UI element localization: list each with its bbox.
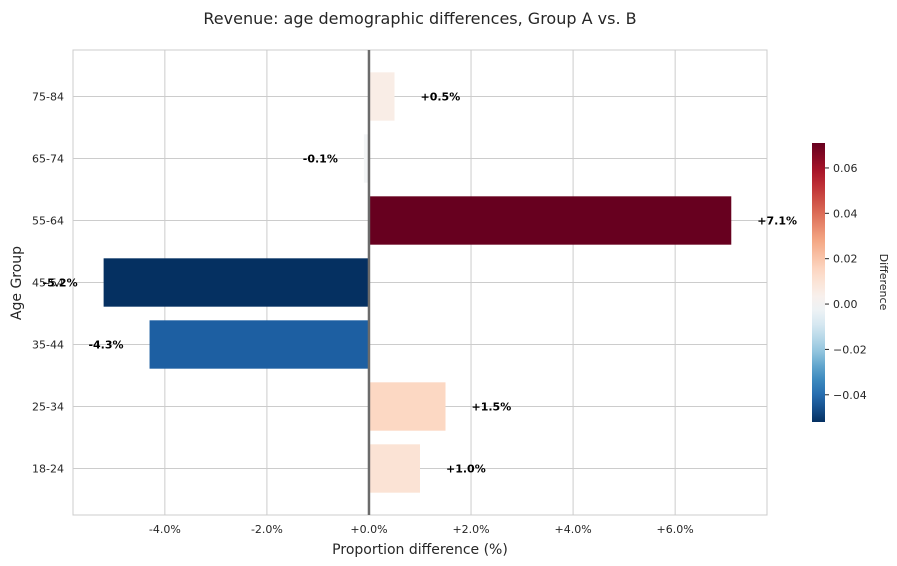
x-tick-label: -4.0% xyxy=(149,523,181,536)
bar-25-34 xyxy=(368,382,446,431)
bar-75-84 xyxy=(368,72,395,121)
bar-45-54 xyxy=(103,258,369,307)
plot-area: -4.0% -2.0% +0.0% +2.0% +4.0% +6.0% 18-24 25-34… xyxy=(32,49,797,536)
colorbar-tick-label: 0.02 xyxy=(833,253,858,266)
data-label: -4.3% xyxy=(88,339,123,352)
data-label: +1.5% xyxy=(472,401,512,414)
x-tick-label: +4.0% xyxy=(555,523,592,536)
data-label: -0.1% xyxy=(303,153,338,166)
y-tick-label: 25-34 xyxy=(32,401,64,414)
bar-18-24 xyxy=(368,444,420,493)
data-label: +7.1% xyxy=(757,215,797,228)
y-tick-label: 65-74 xyxy=(32,153,64,166)
x-tick-label: +0.0% xyxy=(350,523,387,536)
colorbar-gradient xyxy=(812,143,825,422)
colorbar-tick-label: 0.00 xyxy=(833,298,858,311)
x-tick-label: +2.0% xyxy=(452,523,489,536)
data-label: +1.0% xyxy=(446,463,486,476)
chart-title: Revenue: age demographic differences, Gr… xyxy=(203,9,636,28)
data-label: +0.5% xyxy=(420,91,460,104)
y-axis-label: Age Group xyxy=(9,246,25,320)
y-tick-label: 45-54 xyxy=(32,277,64,290)
colorbar-tick-label: 0.06 xyxy=(833,162,858,175)
bar-65-74 xyxy=(363,134,369,183)
colorbar-tick-label: −0.04 xyxy=(833,389,867,402)
y-tick-label: 35-44 xyxy=(32,339,64,352)
data-label: -5.2% xyxy=(43,277,78,290)
bar-35-44 xyxy=(149,320,369,369)
x-axis-label: Proportion difference (%) xyxy=(332,542,508,558)
colorbar-tick-label: 0.04 xyxy=(833,207,858,220)
y-tick-label: 55-64 xyxy=(32,215,64,228)
colorbar-tick-label: −0.02 xyxy=(833,343,867,356)
y-tick-label: 75-84 xyxy=(32,91,64,104)
x-tick-label: +6.0% xyxy=(657,523,694,536)
y-tick-label: 18-24 xyxy=(32,463,64,476)
x-tick-label: -2.0% xyxy=(251,523,283,536)
colorbar: −0.04 −0.02 0.00 0.02 0.04 0.06 xyxy=(812,143,867,422)
bar-55-64 xyxy=(368,196,732,245)
colorbar-label: Difference xyxy=(877,254,890,311)
